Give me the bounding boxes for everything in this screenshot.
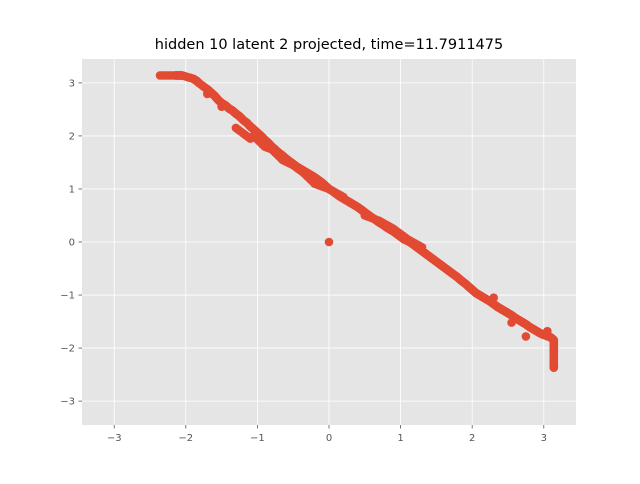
y-tick-label: −3 (60, 397, 75, 408)
x-tick-label: 3 (541, 433, 547, 444)
data-point-fill (549, 362, 559, 372)
x-tick-label: −3 (107, 433, 122, 444)
y-axis-ticks: −3 −2 −1 0 1 2 3 (60, 78, 82, 408)
data-point (324, 237, 334, 247)
y-tick-label: −1 (60, 291, 75, 302)
data-point-fill (415, 241, 424, 251)
chart-title: hidden 10 latent 2 projected, time=11.79… (155, 37, 503, 53)
x-tick-label: 2 (469, 433, 475, 444)
x-tick-label: −2 (178, 433, 193, 444)
x-tick-label: 1 (397, 433, 403, 444)
y-tick-label: 0 (69, 238, 75, 249)
data-points (155, 71, 559, 373)
x-tick-label: −1 (250, 433, 265, 444)
y-tick-label: 2 (69, 131, 75, 142)
y-tick-label: 3 (69, 78, 75, 89)
x-axis-ticks: −3 −2 −1 0 1 2 3 (107, 425, 547, 444)
data-point (521, 332, 531, 341)
y-tick-label: −2 (60, 344, 75, 355)
data-point-fill (336, 191, 346, 200)
y-tick-label: 1 (69, 184, 75, 195)
x-tick-label: 0 (326, 433, 332, 444)
